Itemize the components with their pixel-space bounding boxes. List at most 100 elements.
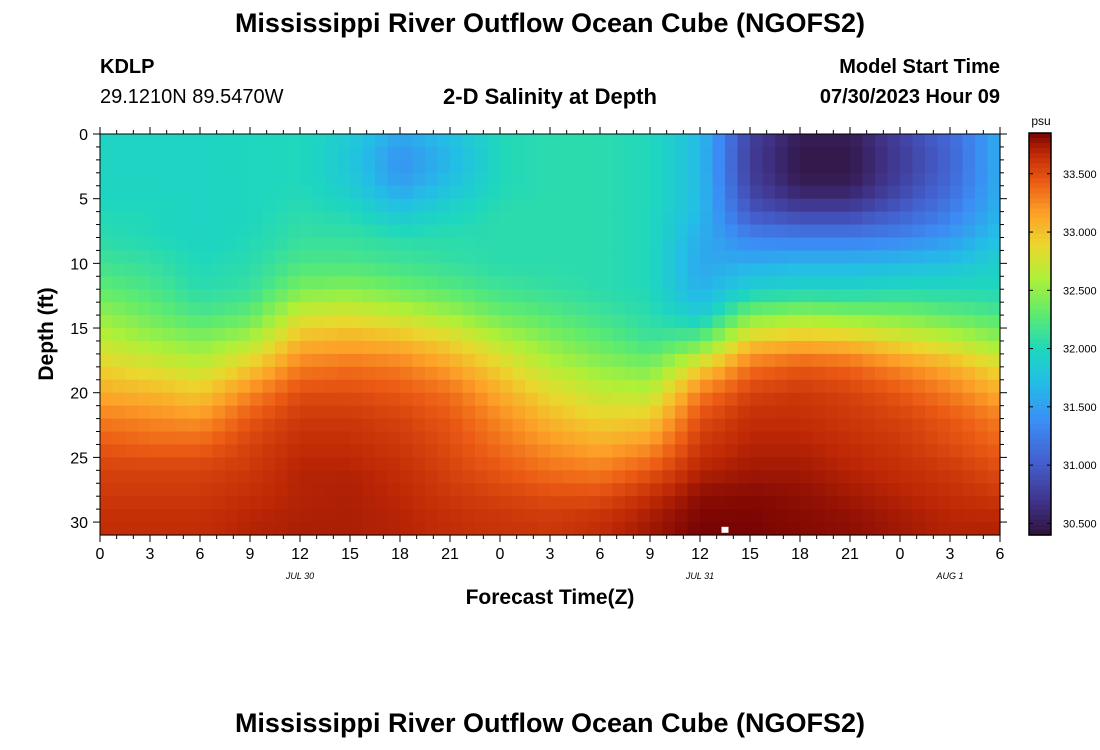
heatmap-cell — [575, 522, 589, 536]
heatmap-cell — [862, 392, 876, 407]
heatmap-cell — [325, 276, 339, 290]
x-tick-label: 0 — [96, 546, 105, 563]
heatmap-cell — [637, 405, 651, 420]
heatmap-cell — [487, 159, 501, 174]
heatmap-cell — [362, 353, 376, 368]
heatmap-cell — [137, 302, 151, 316]
heatmap-cell — [312, 457, 326, 471]
x-tick-label: 9 — [646, 546, 655, 563]
heatmap-cell — [312, 237, 326, 252]
heatmap-cell — [987, 224, 1001, 239]
heatmap-cell — [125, 509, 139, 523]
heatmap-cell — [387, 172, 401, 187]
heatmap-cell — [262, 302, 276, 316]
heatmap-cell — [187, 418, 201, 433]
heatmap-cell — [100, 496, 114, 510]
heatmap-cell — [937, 431, 951, 446]
heatmap-cell — [325, 134, 339, 148]
heatmap-cell — [387, 185, 401, 200]
heatmap-cell — [287, 470, 301, 484]
heatmap-cell — [937, 457, 951, 471]
heatmap-cell — [675, 353, 689, 368]
heatmap-cell — [325, 483, 339, 497]
heatmap-cell — [325, 211, 339, 226]
heatmap-cell — [537, 366, 551, 381]
heatmap-cell — [712, 444, 726, 458]
heatmap-cell — [550, 392, 564, 407]
heatmap-cell — [875, 134, 889, 148]
heatmap-cell — [887, 315, 901, 329]
heatmap-cell — [112, 405, 126, 420]
heatmap-cell — [875, 392, 889, 407]
heatmap-cell — [512, 496, 526, 510]
heatmap-cell — [150, 328, 164, 342]
heatmap-cell — [325, 366, 339, 381]
heatmap-cell — [650, 198, 664, 213]
heatmap-cell — [237, 457, 251, 471]
heatmap-cell — [962, 224, 976, 239]
colorbar-unit-label: psu — [1031, 114, 1050, 128]
heatmap-cell — [637, 185, 651, 200]
heatmap-cell — [762, 146, 776, 161]
heatmap-cell — [212, 198, 226, 213]
heatmap-cell — [400, 431, 414, 446]
heatmap-cell — [137, 198, 151, 213]
heatmap-cell — [762, 159, 776, 174]
heatmap-cell — [162, 250, 176, 264]
heatmap-cell — [950, 289, 964, 303]
heatmap-cell — [225, 315, 239, 329]
heatmap-cell — [487, 250, 501, 264]
heatmap-cell — [300, 172, 314, 187]
heatmap-cell — [675, 237, 689, 252]
heatmap-cell — [162, 134, 176, 148]
heatmap-cell — [550, 211, 564, 226]
heatmap-cell — [475, 366, 489, 381]
heatmap-cell — [537, 379, 551, 394]
heatmap-cell — [687, 172, 701, 187]
heatmap-cell — [987, 379, 1001, 394]
heatmap-cell — [637, 509, 651, 523]
heatmap-cell — [125, 211, 139, 226]
heatmap-cell — [725, 289, 739, 303]
heatmap-cell — [387, 457, 401, 471]
heatmap-cell — [312, 185, 326, 200]
heatmap-cell — [925, 418, 939, 433]
heatmap-cell — [225, 405, 239, 420]
heatmap-cell — [137, 328, 151, 342]
heatmap-cell — [425, 353, 439, 368]
heatmap-cell — [637, 302, 651, 316]
heatmap-cell — [450, 418, 464, 433]
heatmap-cell — [937, 470, 951, 484]
heatmap-cell — [112, 250, 126, 264]
heatmap-cell — [637, 250, 651, 264]
heatmap-cell — [637, 224, 651, 239]
heatmap-cell — [837, 457, 851, 471]
heatmap-cell — [175, 483, 189, 497]
heatmap-cell — [950, 302, 964, 316]
heatmap-cell — [925, 172, 939, 187]
heatmap-cell — [937, 302, 951, 316]
heatmap-cell — [825, 198, 839, 213]
heatmap-cell — [850, 302, 864, 316]
heatmap-cell — [375, 483, 389, 497]
heatmap-cell — [950, 172, 964, 187]
heatmap-cell — [712, 146, 726, 161]
heatmap-cell — [400, 392, 414, 407]
heatmap-cell — [100, 263, 114, 277]
heatmap-cell — [800, 431, 814, 446]
colorbar-segment — [1029, 434, 1051, 441]
heatmap-cell — [475, 224, 489, 239]
y-tick-label: 0 — [79, 127, 88, 144]
heatmap-cell — [350, 470, 364, 484]
heatmap-cell — [400, 276, 414, 290]
heatmap-cell — [437, 185, 451, 200]
heatmap-cell — [487, 431, 501, 446]
heatmap-cell — [700, 315, 714, 329]
heatmap-cell — [250, 328, 264, 342]
heatmap-cell — [300, 444, 314, 458]
heatmap-cell — [137, 522, 151, 536]
heatmap-cell — [475, 146, 489, 161]
heatmap-cell — [700, 172, 714, 187]
heatmap-cell — [450, 509, 464, 523]
heatmap-cell — [887, 431, 901, 446]
